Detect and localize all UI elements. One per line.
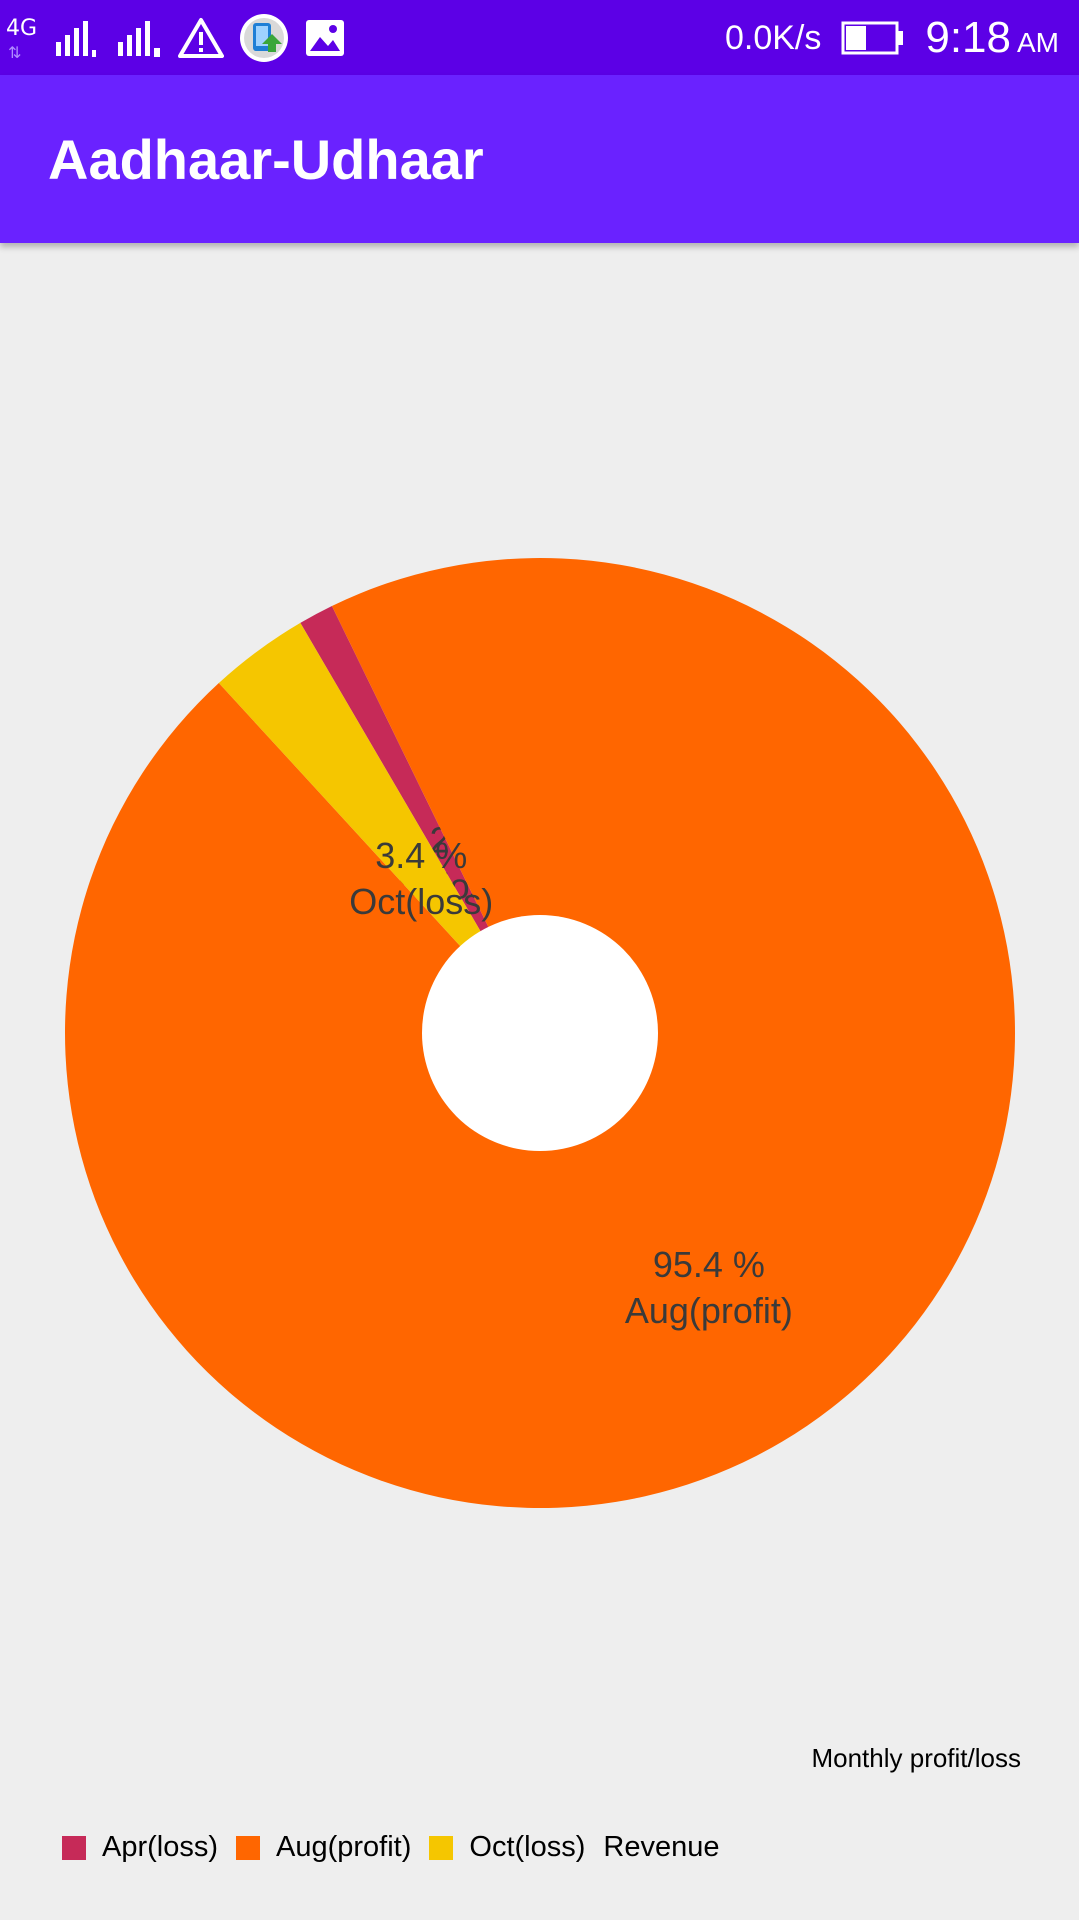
legend-dataset-label: Revenue xyxy=(603,1831,720,1863)
network-type-indicator: 4G ⇅ xyxy=(6,16,40,63)
slice-value-label-oct-loss: 3.4 % xyxy=(375,835,467,876)
pie-chart-canvas[interactable]: 1.2 %Apr(loss)95.4 %Aug(profit)3.4 %Oct(… xyxy=(0,243,1079,1920)
pie-slice-apr-loss[interactable] xyxy=(300,606,540,1033)
app-bar: Aadhaar-Udhaar xyxy=(0,75,1079,243)
app-title: Aadhaar-Udhaar xyxy=(48,128,484,191)
chart-description: Monthly profit/loss xyxy=(811,1743,1021,1773)
pie-slice-oct-loss[interactable] xyxy=(218,622,541,1033)
clock-ampm: AM xyxy=(1017,27,1059,58)
status-right-icons: 0.0K/s 9:18 AM xyxy=(725,8,1059,68)
signal-sim2-icon xyxy=(118,21,160,57)
signal-sim1-icon xyxy=(56,21,96,57)
pie-chart[interactable]: 1.2 %Apr(loss)95.4 %Aug(profit)3.4 %Oct(… xyxy=(0,243,1079,1920)
battery-icon xyxy=(841,21,904,55)
legend-swatch-aug-profit xyxy=(236,1835,261,1860)
legend-item-apr-loss: Apr(loss) xyxy=(62,1831,218,1864)
legend-item-oct-loss: Oct(loss) xyxy=(429,1831,585,1864)
slice-category-label-aug-profit: Aug(profit) xyxy=(625,1290,793,1331)
network-type-label: 4G xyxy=(6,16,38,41)
warning-icon xyxy=(178,18,224,58)
slice-value-label-aug-profit: 95.4 % xyxy=(653,1244,765,1285)
legend-label-oct-loss: Oct(loss) xyxy=(469,1831,586,1863)
legend-swatch-oct-loss xyxy=(429,1835,454,1860)
status-bar: 4G ⇅ xyxy=(0,0,1079,75)
legend-swatch-apr-loss xyxy=(62,1835,86,1860)
donut-hole xyxy=(422,915,658,1151)
chart-legend: Apr(loss) Aug(profit) Oct(loss) Revenue xyxy=(62,1831,720,1864)
legend-item-aug-profit: Aug(profit) xyxy=(236,1831,411,1864)
clock-time: 9:18 xyxy=(925,13,1011,62)
slice-category-label-oct-loss: Oct(loss) xyxy=(349,881,493,922)
data-speed: 0.0K/s xyxy=(724,18,822,57)
data-activity-icon: ⇅ xyxy=(8,43,22,62)
app-update-icon xyxy=(240,14,288,62)
status-left-icons: 4G ⇅ xyxy=(6,8,346,68)
legend-label-aug-profit: Aug(profit) xyxy=(276,1831,412,1863)
legend-label-apr-loss: Apr(loss) xyxy=(102,1831,219,1863)
image-icon xyxy=(306,20,344,56)
clock: 9:18 AM xyxy=(925,13,1059,63)
